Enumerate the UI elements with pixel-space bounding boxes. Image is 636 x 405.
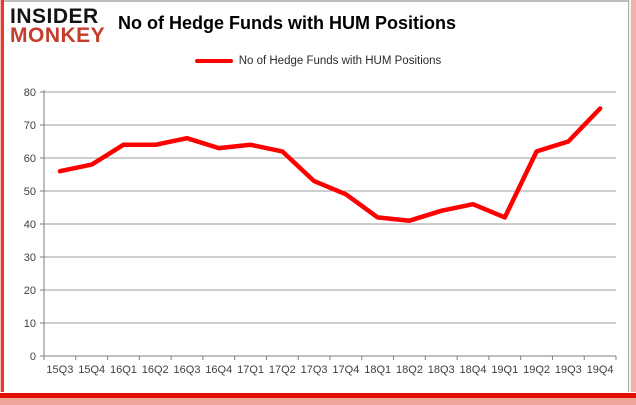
chart-legend: No of Hedge Funds with HUM Positions [0, 55, 636, 67]
x-axis-label: 16Q4 [205, 364, 232, 376]
y-axis-label: 40 [24, 219, 36, 231]
frame-bottom-border [0, 392, 636, 405]
x-axis-label: 16Q2 [142, 364, 169, 376]
y-axis-label: 60 [24, 153, 36, 165]
x-axis-label: 18Q1 [364, 364, 391, 376]
x-axis-label: 15Q3 [46, 364, 73, 376]
y-axis-label: 10 [24, 318, 36, 330]
legend-label: No of Hedge Funds with HUM Positions [238, 55, 442, 67]
y-axis-label: 20 [24, 285, 36, 297]
y-axis-label: 50 [24, 186, 36, 198]
insider-monkey-logo: INSIDER MONKEY [10, 5, 106, 48]
series-line [57, 106, 603, 223]
x-axis-label: 16Q1 [110, 364, 137, 376]
x-axis-label: 18Q2 [396, 364, 423, 376]
x-axis-label: 19Q1 [491, 364, 518, 376]
x-axis-label: 17Q4 [332, 364, 359, 376]
logo-line-monkey: MONKEY [10, 24, 106, 48]
logo-line-insider: INSIDER [10, 5, 99, 28]
legend-line-swatch-icon [194, 59, 233, 63]
x-axis-label: 19Q2 [523, 364, 550, 376]
x-axis-label: 19Q3 [555, 364, 582, 376]
chart-title: No of Hedge Funds with HUM Positions [118, 13, 456, 33]
x-axis-label: 17Q3 [301, 364, 328, 376]
x-axis-label: 18Q4 [460, 364, 487, 376]
y-axis-label: 0 [30, 351, 36, 363]
x-axis-label: 18Q3 [428, 364, 455, 376]
x-axis-label: 16Q3 [174, 364, 201, 376]
y-axis-label: 80 [24, 87, 36, 99]
y-axis-label: 70 [24, 120, 36, 132]
x-axis-label: 17Q2 [269, 364, 296, 376]
x-axis-label: 19Q4 [587, 364, 614, 376]
x-axis-label: 15Q4 [78, 364, 105, 376]
x-axis-label: 17Q1 [237, 364, 264, 376]
y-axis-label: 30 [24, 252, 36, 264]
hedge-funds-line-chart: 0 10 20 30 40 50 60 70 80 15Q3 15Q4 16Q1 16Q2 16Q3 16Q… [24, 87, 617, 376]
